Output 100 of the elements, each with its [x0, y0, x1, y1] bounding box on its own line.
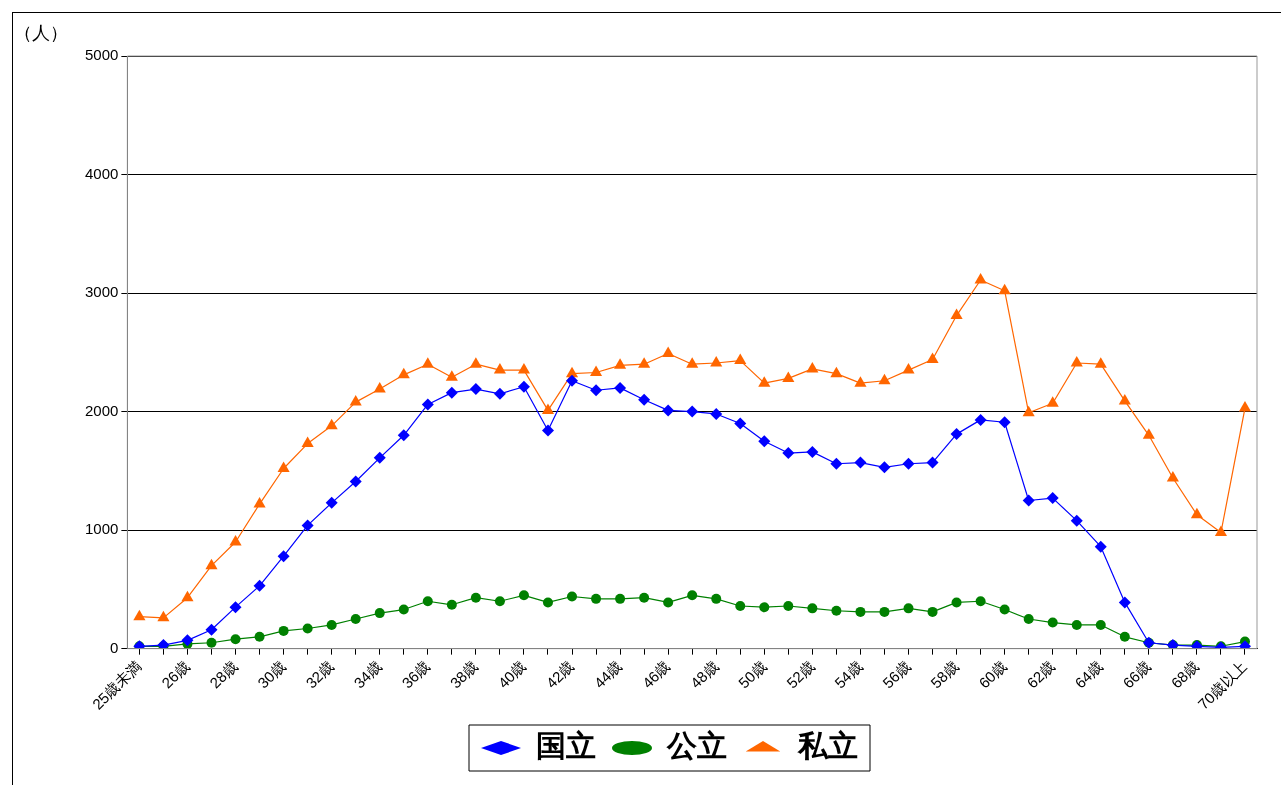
- point: [541, 403, 555, 414]
- point: [325, 418, 338, 430]
- point: [253, 579, 266, 592]
- point: [1022, 494, 1035, 507]
- point: [927, 606, 938, 617]
- point: [229, 534, 242, 546]
- point: [1142, 428, 1155, 439]
- point: [710, 356, 723, 367]
- point: [590, 384, 603, 397]
- point: [1047, 617, 1058, 628]
- point: [181, 590, 194, 602]
- point: [1023, 614, 1034, 625]
- point: [421, 398, 434, 411]
- point: [278, 625, 289, 636]
- point: [782, 447, 795, 460]
- point: [1046, 396, 1059, 407]
- point: [350, 614, 361, 625]
- point: [277, 461, 290, 472]
- x-tick-label: 52歳: [782, 657, 818, 692]
- point: [469, 357, 482, 368]
- x-tick-label: 48歳: [686, 657, 722, 692]
- point: [926, 352, 939, 363]
- point: [831, 605, 842, 616]
- y-tick-label: 3000: [84, 283, 119, 301]
- point: [1070, 514, 1083, 527]
- point: [1070, 356, 1083, 367]
- y-axis-title: （人）: [14, 22, 68, 43]
- y-tick-label: 0: [110, 638, 119, 656]
- y-tick-label: 2000: [84, 401, 119, 419]
- point: [902, 363, 915, 374]
- point: [782, 371, 795, 382]
- point: [469, 383, 482, 396]
- x-tick-label: 40歳: [494, 657, 529, 692]
- point: [806, 361, 819, 373]
- x-tick-label: 30歳: [254, 657, 289, 692]
- point: [998, 283, 1011, 295]
- point: [493, 387, 506, 400]
- point: [398, 604, 409, 615]
- x-tick-label: 54歳: [831, 657, 866, 692]
- point: [494, 596, 505, 607]
- point: [999, 604, 1010, 615]
- point: [541, 424, 554, 437]
- legend-label: 私立: [797, 729, 858, 763]
- x-tick-label: 66歳: [1119, 657, 1154, 692]
- point: [758, 435, 771, 448]
- point: [517, 363, 530, 374]
- point: [951, 597, 962, 608]
- x-tick-label: 25歳未満: [88, 657, 145, 713]
- x-tick-label: 62歳: [1023, 657, 1058, 692]
- point: [687, 590, 698, 601]
- x-tick-label: 26歳: [158, 657, 193, 692]
- point: [326, 619, 337, 630]
- point: [445, 370, 458, 381]
- point: [205, 558, 218, 570]
- point: [854, 456, 867, 469]
- point: [205, 623, 218, 636]
- point: [206, 637, 217, 648]
- point: [903, 603, 914, 614]
- point: [133, 609, 146, 621]
- point: [974, 273, 987, 284]
- point: [950, 428, 963, 441]
- point: [878, 373, 891, 385]
- point: [1046, 492, 1059, 505]
- point: [229, 601, 242, 614]
- point: [1094, 357, 1107, 368]
- legend-label: 公立: [666, 729, 727, 763]
- point: [710, 407, 723, 420]
- point: [157, 610, 170, 622]
- point: [230, 634, 241, 645]
- point: [591, 593, 602, 604]
- x-tick-label: 36歳: [398, 657, 433, 692]
- point: [806, 445, 819, 458]
- point: [445, 386, 458, 399]
- x-tick-label: 42歳: [542, 657, 578, 692]
- point: [397, 367, 410, 379]
- point: [349, 395, 362, 406]
- x-tick-label: 50歳: [734, 657, 770, 692]
- point: [1214, 525, 1228, 536]
- point: [614, 381, 627, 394]
- point: [253, 497, 266, 508]
- point: [589, 365, 603, 376]
- point: [493, 363, 506, 374]
- x-tick-label: 56歳: [879, 657, 914, 692]
- point: [1118, 393, 1131, 405]
- point: [735, 600, 746, 611]
- point: [855, 606, 866, 617]
- y-tick-label: 1000: [84, 520, 119, 538]
- point: [902, 457, 915, 470]
- point: [711, 593, 722, 604]
- point: [517, 380, 530, 393]
- legend-label: 国立: [536, 729, 596, 763]
- point: [301, 519, 314, 532]
- point: [783, 600, 794, 611]
- point: [998, 416, 1011, 429]
- x-tick-label: 58歳: [927, 657, 962, 692]
- x-tick-label: 38歳: [446, 657, 481, 692]
- point: [1095, 619, 1106, 630]
- point: [1119, 631, 1130, 642]
- point: [373, 451, 386, 464]
- point: [662, 346, 675, 358]
